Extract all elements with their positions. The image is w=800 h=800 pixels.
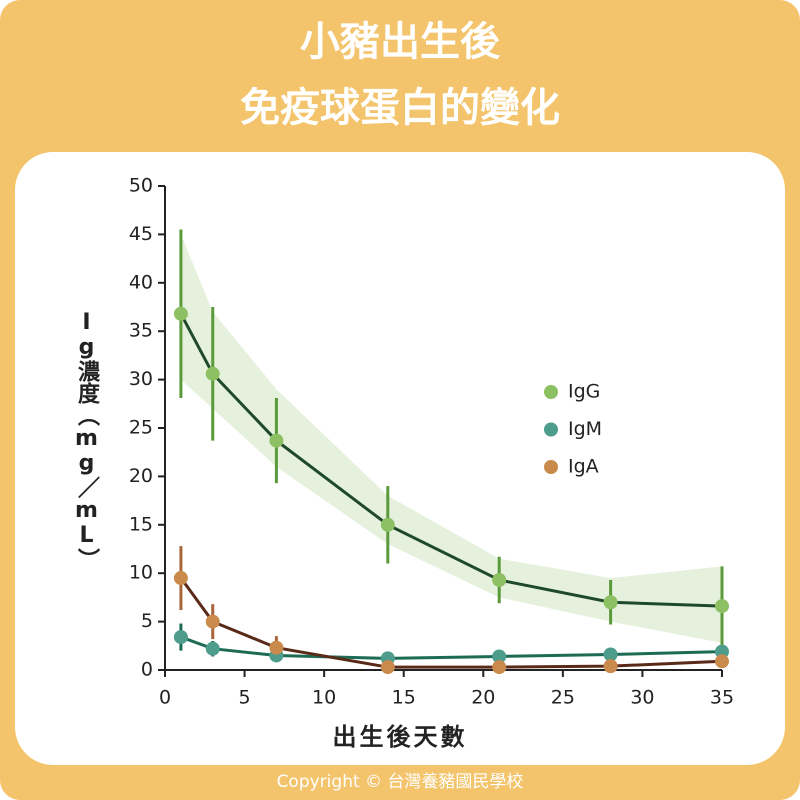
legend-label: IgG [568,381,600,403]
chart-title: 小豬出生後 [300,19,501,65]
data-point [492,572,507,587]
y-tick-label: 40 [129,271,153,293]
data-point [715,654,729,669]
x-tick-label: 0 [159,687,171,709]
legend-label: IgA [568,456,599,478]
data-point [269,640,284,655]
data-point [715,599,729,614]
data-point [492,649,507,664]
data-point [269,433,284,448]
x-axis-label: 出生後天數 [333,723,468,751]
y-tick-label: 10 [129,562,153,584]
data-point [205,641,220,656]
y-axis-label: Ig濃度（mg／mL） [74,310,100,570]
data-point [173,306,188,321]
x-tick-label: 10 [312,687,336,709]
y-tick-label: 0 [141,659,153,681]
x-tick-label: 25 [551,687,575,709]
y-tick-label: 50 [129,175,153,197]
chart-subtitle: 免疫球蛋白的變化 [240,85,560,131]
data-point [173,630,188,645]
data-point [380,660,395,675]
y-tick-label: 30 [129,368,153,390]
legend-marker [544,422,558,437]
data-point [715,644,729,659]
x-tick-label: 35 [710,687,734,709]
data-point [492,660,507,675]
x-tick-label: 20 [471,687,495,709]
y-tick-label: 20 [129,465,153,487]
data-point [603,595,618,610]
copyright: Copyright © 台灣養豬國民學校 [277,772,524,792]
data-point [205,614,220,629]
data-point [205,366,220,381]
legend-label: IgM [568,418,602,440]
x-tick-label: 5 [239,687,251,709]
y-tick-label: 35 [129,320,153,342]
y-tick-label: 5 [141,610,153,632]
legend-marker [544,385,558,399]
data-point [603,647,618,662]
x-tick-label: 30 [630,687,654,709]
data-point [380,517,395,532]
y-tick-label: 45 [129,223,153,245]
confidence-band [180,234,722,643]
legend-marker [544,460,558,474]
data-point [603,659,618,674]
data-point [173,571,188,586]
y-tick-label: 25 [129,417,153,439]
x-tick-label: 15 [392,687,416,709]
y-tick-label: 15 [129,513,153,535]
